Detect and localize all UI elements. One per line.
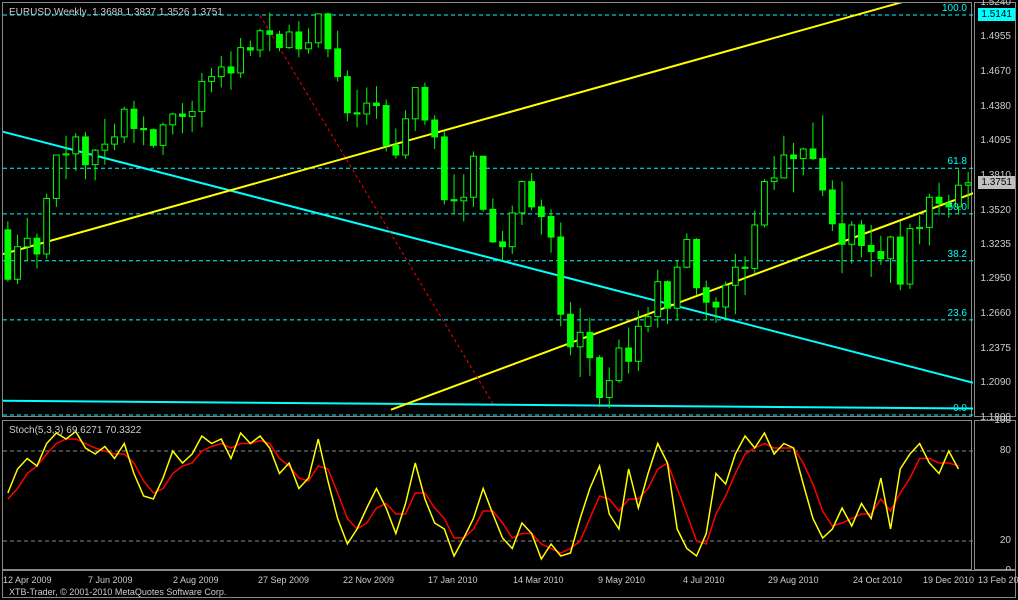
price-tick: 1.2090	[980, 377, 1011, 388]
date-tick: 9 May 2010	[598, 575, 645, 585]
time-x-axis: XTB-Trader, © 2001-2010 MetaQuotes Softw…	[2, 570, 1016, 598]
price-tick: 1.5240	[980, 0, 1011, 8]
price-tick: 1.2375	[980, 343, 1011, 354]
fib-level-label: 23.6	[948, 308, 967, 319]
date-tick: 13 Feb 2011	[978, 575, 1018, 585]
stoch-tick: 100	[994, 415, 1011, 426]
stochastic-panel[interactable]: Stoch(5,3,3) 69.6271 70.3322	[2, 420, 972, 570]
price-tick: 1.4380	[980, 101, 1011, 112]
fib-level-label: 100.0	[942, 3, 967, 14]
fib-100_label: 1.5141	[978, 8, 1015, 21]
price-tick: 1.2660	[980, 308, 1011, 319]
date-tick: 7 Jun 2009	[88, 575, 133, 585]
price-tick: 1.3235	[980, 239, 1011, 250]
main-price-panel[interactable]: EURUSD,Weekly 1.3688 1.3837 1.3526 1.375…	[2, 2, 972, 417]
fib-level-label: 50.0	[948, 202, 967, 213]
date-tick: 22 Nov 2009	[343, 575, 394, 585]
fib-level-label: 38.2	[948, 249, 967, 260]
trading-chart-container: EURUSD,Weekly 1.3688 1.3837 1.3526 1.375…	[0, 0, 1018, 600]
price-tick: 1.4955	[980, 31, 1011, 42]
date-tick: 19 Dec 2010	[923, 575, 974, 585]
stoch-tick: 80	[1000, 445, 1011, 456]
date-tick: 14 Mar 2010	[513, 575, 564, 585]
date-tick: 24 Oct 2010	[853, 575, 902, 585]
stochastic-svg	[3, 421, 973, 571]
symbol-ohlc-label: EURUSD,Weekly 1.3688 1.3837 1.3526 1.375…	[9, 7, 223, 18]
date-tick: 4 Jul 2010	[683, 575, 725, 585]
price-tick: 1.3520	[980, 205, 1011, 216]
date-tick: 2 Aug 2009	[173, 575, 219, 585]
date-tick: 12 Apr 2009	[3, 575, 52, 585]
price-y-axis: 1.52401.49551.46701.43801.40951.38101.35…	[974, 2, 1016, 417]
price-label: 1.3751	[978, 176, 1015, 189]
price-tick: 1.4095	[980, 135, 1011, 146]
stochastic-y-axis: 10080200	[974, 420, 1016, 570]
fib-level-label: 61.8	[948, 156, 967, 167]
price-tick: 1.4670	[980, 66, 1011, 77]
price-chart-svg	[3, 3, 973, 418]
date-tick: 29 Aug 2010	[768, 575, 819, 585]
date-tick: 17 Jan 2010	[428, 575, 478, 585]
date-tick: 27 Sep 2009	[258, 575, 309, 585]
stoch-tick: 20	[1000, 535, 1011, 546]
stochastic-label: Stoch(5,3,3) 69.6271 70.3322	[9, 425, 141, 436]
price-tick: 1.2950	[980, 273, 1011, 284]
copyright-text: XTB-Trader, © 2001-2010 MetaQuotes Softw…	[9, 587, 226, 597]
fib-level-label: 0.0	[953, 403, 967, 414]
